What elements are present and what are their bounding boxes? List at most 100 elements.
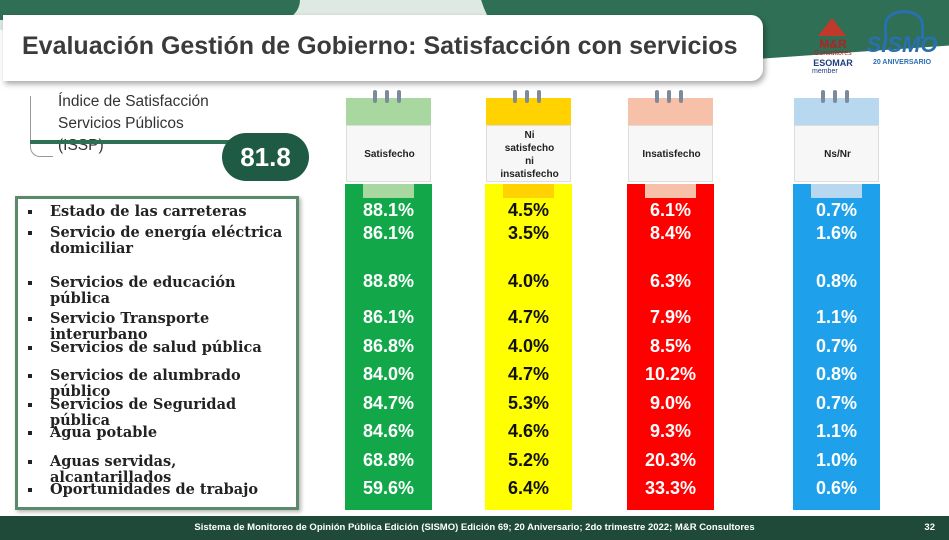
sismo-wave-icon <box>884 10 924 39</box>
column-header-strip <box>794 98 879 125</box>
issp-bracket <box>30 96 53 157</box>
sismo-logo: SISMO 20 ANIVERSARIO <box>862 10 942 72</box>
column-header-label: Satisfecho <box>364 149 415 160</box>
column-tab <box>811 184 862 198</box>
value-cell: 84.6% <box>362 421 415 441</box>
value-cell: 84.7% <box>362 393 415 413</box>
service-item-label: Servicios de educación pública <box>50 274 236 307</box>
footer-text: Sistema de Monitoreo de Opinión Pública … <box>194 522 755 533</box>
value-cell: 5.2% <box>507 450 550 470</box>
column-header-card: Ns/Nr <box>794 90 879 182</box>
value-cell: 0.7% <box>815 200 858 220</box>
value-cell: 1.1% <box>815 307 858 327</box>
value-cell: 86.8% <box>362 336 415 356</box>
value-cell: 8.5% <box>649 336 692 356</box>
value-cell: 6.4% <box>507 478 550 498</box>
value-cell: 20.3% <box>644 450 697 470</box>
column-header-card: Insatisfecho <box>628 90 713 182</box>
value-cell: 1.0% <box>815 450 858 470</box>
column-header-card: Satisfecho <box>346 90 431 182</box>
value-cell: 6.1% <box>649 200 692 220</box>
ring-icon <box>525 90 529 103</box>
column-tab <box>645 184 696 198</box>
sismo-logo-name: SISMO <box>866 32 938 57</box>
value-cell: 4.5% <box>507 200 550 220</box>
service-item-label: Estado de las carreteras <box>50 203 247 220</box>
binder-rings-icon <box>821 90 855 104</box>
value-cell: 4.7% <box>507 364 550 384</box>
bullet-icon <box>28 317 32 321</box>
page-number: 32 <box>924 522 935 533</box>
value-cell: 9.3% <box>649 421 692 441</box>
binder-rings-icon <box>373 90 407 104</box>
value-column: 4.5% 3.5% 4.0% 4.7% 4.0% 4.7% 5.3% 4.6% 5.2% 6.4% <box>485 184 572 510</box>
esomar-logo-text: ESOMAR <box>813 58 853 68</box>
value-cell: 0.6% <box>815 478 858 498</box>
value-cell: 4.0% <box>507 336 550 356</box>
column-header-label: Ni satisfecho ni insatisfecho <box>500 129 559 180</box>
value-cell: 33.3% <box>644 478 697 498</box>
bullet-icon <box>28 210 32 214</box>
service-item-label: Oportunidades de trabajo <box>50 481 259 498</box>
value-cell: 0.8% <box>815 271 858 291</box>
column-header-strip <box>628 98 713 125</box>
ring-icon <box>537 90 541 103</box>
ring-icon <box>667 90 671 103</box>
binder-rings-icon <box>655 90 689 104</box>
ring-icon <box>655 90 659 103</box>
column-header-body: Ni satisfecho ni insatisfecho <box>486 125 571 182</box>
value-column: 88.1% 86.1% 88.8% 86.1% 86.8% 84.0% 84.7% 84.6%… <box>345 184 432 510</box>
value-cell: 0.7% <box>815 393 858 413</box>
service-item-label: Servicios de alumbrado público <box>50 367 241 400</box>
bullet-icon <box>28 374 32 378</box>
value-cell: 4.0% <box>507 271 550 291</box>
ring-icon <box>373 90 377 103</box>
bullet-icon <box>28 488 32 492</box>
value-cell: 0.8% <box>815 364 858 384</box>
column-header-body: Insatisfecho <box>628 125 713 182</box>
value-cell: 84.0% <box>362 364 415 384</box>
ring-icon <box>821 90 825 103</box>
bullet-icon <box>28 281 32 285</box>
title-box <box>3 15 763 81</box>
value-cell: 88.1% <box>362 200 415 220</box>
value-cell: 7.9% <box>649 307 692 327</box>
value-cell: 8.4% <box>649 223 692 243</box>
value-cell: 0.7% <box>815 336 858 356</box>
value-cell: 4.6% <box>507 421 550 441</box>
service-item-label: Servicios de salud pública <box>50 339 262 356</box>
ring-icon <box>397 90 401 103</box>
issp-connector-line <box>30 140 235 144</box>
ring-icon <box>845 90 849 103</box>
value-cell: 4.7% <box>507 307 550 327</box>
value-cell: 59.6% <box>362 478 415 498</box>
value-cell: 9.0% <box>649 393 692 413</box>
mr-logo-sub: Consultores <box>814 50 852 57</box>
mr-consultores-logo: M&R Consultores ESOMAR member <box>810 18 856 76</box>
issp-label-line3: (ISSP) <box>58 137 104 154</box>
column-header-label: Insatisfecho <box>642 149 701 160</box>
bullet-icon <box>28 346 32 350</box>
service-item-label: Servicios de Seguridad pública <box>50 396 237 429</box>
footer-bar: Sistema de Monitoreo de Opinión Pública … <box>0 516 949 540</box>
service-item-label: Agua potable <box>50 424 158 441</box>
issp-label-line2: Servicios Públicos <box>58 115 184 132</box>
ring-icon <box>833 90 837 103</box>
mr-triangle-icon <box>818 18 846 36</box>
value-cell: 1.6% <box>815 223 858 243</box>
column-header-card: Ni satisfecho ni insatisfecho <box>486 90 571 182</box>
value-cell: 86.1% <box>362 223 415 243</box>
column-header-strip <box>346 98 431 125</box>
ring-icon <box>513 90 517 103</box>
value-cell: 88.8% <box>362 271 415 291</box>
service-item-label: Servicio Transporte interurbano <box>50 310 210 343</box>
bullet-icon <box>28 431 32 435</box>
value-cell: 6.3% <box>649 271 692 291</box>
value-cell: 68.8% <box>362 450 415 470</box>
ring-icon <box>385 90 389 103</box>
issp-label-line1: Índice de Satisfacción <box>58 93 209 110</box>
column-tab <box>503 184 554 198</box>
column-header-body: Satisfecho <box>346 125 431 182</box>
value-column: 6.1% 8.4% 6.3% 7.9% 8.5% 10.2% 9.0% 9.3% 20.3% 33… <box>627 184 714 510</box>
ring-icon <box>679 90 683 103</box>
